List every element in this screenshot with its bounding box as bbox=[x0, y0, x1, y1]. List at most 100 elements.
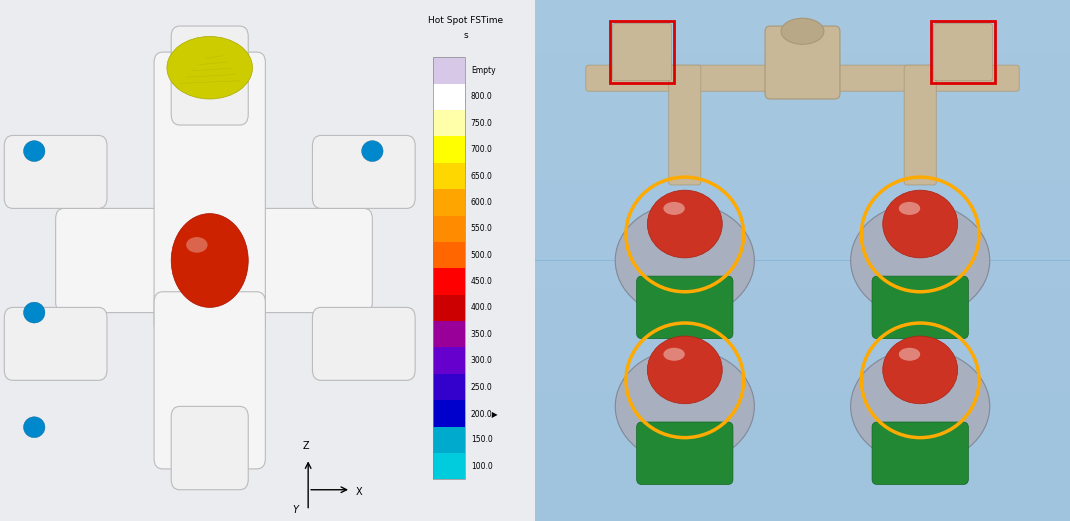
Text: Empty: Empty bbox=[471, 66, 495, 75]
Ellipse shape bbox=[851, 203, 990, 318]
Ellipse shape bbox=[186, 237, 208, 253]
Ellipse shape bbox=[647, 336, 722, 404]
Ellipse shape bbox=[883, 190, 958, 258]
FancyBboxPatch shape bbox=[669, 65, 701, 185]
Ellipse shape bbox=[24, 417, 45, 438]
FancyBboxPatch shape bbox=[4, 307, 107, 380]
Bar bbox=[610, 21, 674, 83]
FancyBboxPatch shape bbox=[612, 23, 672, 81]
FancyBboxPatch shape bbox=[312, 135, 415, 208]
Ellipse shape bbox=[883, 336, 958, 404]
Text: Z: Z bbox=[303, 441, 309, 451]
Bar bbox=[433, 189, 465, 216]
FancyBboxPatch shape bbox=[428, 0, 535, 521]
FancyBboxPatch shape bbox=[637, 276, 733, 339]
Text: X: X bbox=[355, 487, 362, 498]
FancyBboxPatch shape bbox=[312, 307, 415, 380]
Ellipse shape bbox=[24, 141, 45, 162]
Ellipse shape bbox=[167, 36, 253, 99]
Ellipse shape bbox=[781, 18, 824, 44]
FancyBboxPatch shape bbox=[872, 276, 968, 339]
FancyBboxPatch shape bbox=[154, 52, 265, 333]
Text: 150.0: 150.0 bbox=[471, 435, 492, 444]
Text: 650.0: 650.0 bbox=[471, 171, 492, 180]
Bar bbox=[433, 268, 465, 295]
Text: 400.0: 400.0 bbox=[471, 303, 492, 313]
Bar bbox=[433, 216, 465, 242]
Bar bbox=[433, 427, 465, 453]
Text: Y: Y bbox=[292, 505, 299, 515]
Bar bbox=[433, 84, 465, 110]
FancyBboxPatch shape bbox=[933, 23, 993, 81]
FancyBboxPatch shape bbox=[171, 26, 248, 125]
Bar bbox=[535, 287, 1070, 313]
Bar bbox=[433, 400, 465, 427]
Bar bbox=[535, 104, 1070, 130]
Ellipse shape bbox=[362, 141, 383, 162]
Ellipse shape bbox=[851, 349, 990, 464]
Text: 750.0: 750.0 bbox=[471, 119, 492, 128]
Bar bbox=[535, 417, 1070, 443]
Ellipse shape bbox=[663, 202, 685, 215]
Text: 800.0: 800.0 bbox=[471, 92, 492, 102]
Ellipse shape bbox=[615, 203, 754, 318]
Ellipse shape bbox=[647, 190, 722, 258]
Text: 450.0: 450.0 bbox=[471, 277, 492, 286]
Text: Hot Spot FSTime: Hot Spot FSTime bbox=[428, 16, 503, 24]
FancyBboxPatch shape bbox=[904, 65, 936, 185]
FancyBboxPatch shape bbox=[4, 135, 107, 208]
Bar bbox=[433, 348, 465, 374]
Bar bbox=[535, 208, 1070, 234]
Bar bbox=[433, 242, 465, 268]
Ellipse shape bbox=[24, 302, 45, 323]
Bar bbox=[535, 78, 1070, 104]
Text: s: s bbox=[463, 31, 468, 40]
Bar bbox=[535, 495, 1070, 521]
Bar bbox=[535, 469, 1070, 495]
Text: 250.0: 250.0 bbox=[471, 382, 492, 391]
FancyBboxPatch shape bbox=[171, 406, 248, 490]
Bar bbox=[535, 365, 1070, 391]
FancyBboxPatch shape bbox=[586, 65, 1019, 91]
Text: 500.0: 500.0 bbox=[471, 251, 492, 259]
Bar bbox=[535, 260, 1070, 287]
Ellipse shape bbox=[171, 214, 248, 307]
FancyBboxPatch shape bbox=[872, 422, 968, 485]
Bar bbox=[433, 57, 465, 479]
Bar bbox=[433, 163, 465, 189]
FancyBboxPatch shape bbox=[637, 422, 733, 485]
Bar bbox=[535, 0, 1070, 26]
Text: 350.0: 350.0 bbox=[471, 330, 492, 339]
FancyBboxPatch shape bbox=[56, 208, 372, 313]
Bar bbox=[433, 295, 465, 321]
Bar bbox=[535, 52, 1070, 78]
Text: 100.0: 100.0 bbox=[471, 462, 492, 470]
Bar bbox=[433, 137, 465, 163]
Bar bbox=[535, 182, 1070, 208]
Ellipse shape bbox=[615, 349, 754, 464]
Bar bbox=[433, 374, 465, 400]
Bar bbox=[535, 156, 1070, 182]
Text: 300.0: 300.0 bbox=[471, 356, 492, 365]
Bar bbox=[535, 26, 1070, 52]
Bar bbox=[433, 453, 465, 479]
Text: 550.0: 550.0 bbox=[471, 224, 492, 233]
Bar bbox=[433, 321, 465, 348]
Bar bbox=[433, 110, 465, 137]
FancyBboxPatch shape bbox=[154, 292, 265, 469]
Bar bbox=[535, 443, 1070, 469]
Text: 700.0: 700.0 bbox=[471, 145, 492, 154]
Text: 200.0▶: 200.0▶ bbox=[471, 409, 499, 418]
Bar bbox=[535, 130, 1070, 156]
Ellipse shape bbox=[663, 348, 685, 361]
Ellipse shape bbox=[899, 202, 920, 215]
Ellipse shape bbox=[899, 348, 920, 361]
FancyBboxPatch shape bbox=[535, 0, 1070, 521]
Text: 600.0: 600.0 bbox=[471, 198, 492, 207]
FancyBboxPatch shape bbox=[0, 0, 428, 521]
FancyBboxPatch shape bbox=[765, 26, 840, 99]
Bar bbox=[931, 21, 995, 83]
Bar bbox=[535, 391, 1070, 417]
Bar bbox=[535, 234, 1070, 260]
Bar bbox=[433, 57, 465, 84]
